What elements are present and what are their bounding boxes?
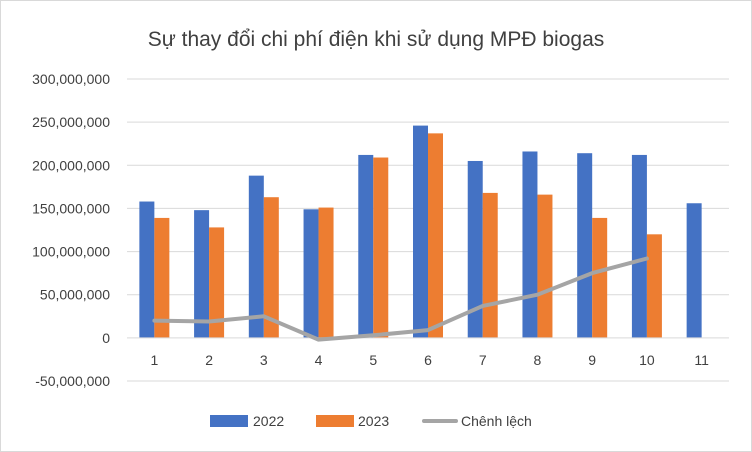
bar-2022-11 (686, 203, 702, 338)
bar-2022-5 (358, 154, 374, 338)
x-tick-label: 10 (639, 352, 655, 368)
bars (139, 125, 702, 338)
chart-title: Sự thay đổi chi phí điện khi sử dụng MPĐ… (148, 28, 605, 51)
bar-2023-1 (154, 217, 170, 338)
x-tick-label: 3 (260, 352, 268, 368)
difference-line (152, 256, 649, 342)
bar-2023-2 (209, 227, 225, 338)
bar-2022-7 (467, 160, 483, 338)
y-tick-label: 150,000,000 (32, 200, 110, 216)
x-tick-label: 4 (315, 352, 323, 368)
bar-2022-4 (303, 209, 319, 338)
bar-2022-6 (413, 125, 428, 338)
y-tick-label: 50,000,000 (40, 287, 110, 303)
x-tick-label: 7 (479, 352, 487, 368)
y-tick-label: -50,000,000 (35, 373, 110, 389)
x-axis-tick-labels: 1 2 3 4 5 6 7 8 9 10 11 (150, 352, 709, 368)
x-tick-label: 8 (534, 352, 542, 368)
legend-swatch (316, 415, 354, 427)
bar-2023-8 (537, 194, 553, 338)
bar-2022-8 (522, 151, 538, 338)
series-line-chenh-lech (152, 256, 649, 342)
x-tick-label: 2 (205, 352, 213, 368)
y-tick-label: 0 (102, 330, 110, 346)
bar-2022-10 (631, 154, 647, 338)
x-tick-label: 9 (588, 352, 596, 368)
bar-2023-5 (373, 157, 389, 338)
bar-2022-1 (139, 201, 155, 338)
bar-2022-9 (577, 153, 593, 338)
legend-label: 2022 (253, 413, 284, 429)
x-tick-label: 11 (694, 352, 709, 368)
x-tick-label: 6 (424, 352, 432, 368)
y-tick-label: 100,000,000 (32, 244, 110, 260)
bar-2023-3 (263, 197, 279, 338)
bar-2022-2 (194, 210, 210, 338)
y-tick-label: 300,000,000 (32, 71, 110, 87)
y-axis-tick-labels: -50,000,000 0 50,000,000 100,000,000 150,000… (32, 71, 110, 389)
bar-2023-6 (428, 133, 443, 338)
bar-2023-4 (318, 207, 334, 338)
bar-2023-9 (592, 217, 608, 338)
legend-swatch (210, 415, 248, 427)
legend-label: 2023 (358, 413, 389, 429)
bar-2023-10 (646, 234, 662, 338)
y-tick-label: 200,000,000 (32, 157, 110, 173)
legend: 2022 2023 Chênh lệch (210, 413, 532, 429)
bar-2023-7 (482, 192, 498, 338)
x-tick-label: 5 (369, 352, 377, 368)
legend-label: Chênh lệch (461, 413, 532, 429)
bar-2022-3 (248, 175, 264, 338)
x-tick-label: 1 (150, 352, 158, 368)
y-tick-label: 250,000,000 (32, 114, 110, 130)
